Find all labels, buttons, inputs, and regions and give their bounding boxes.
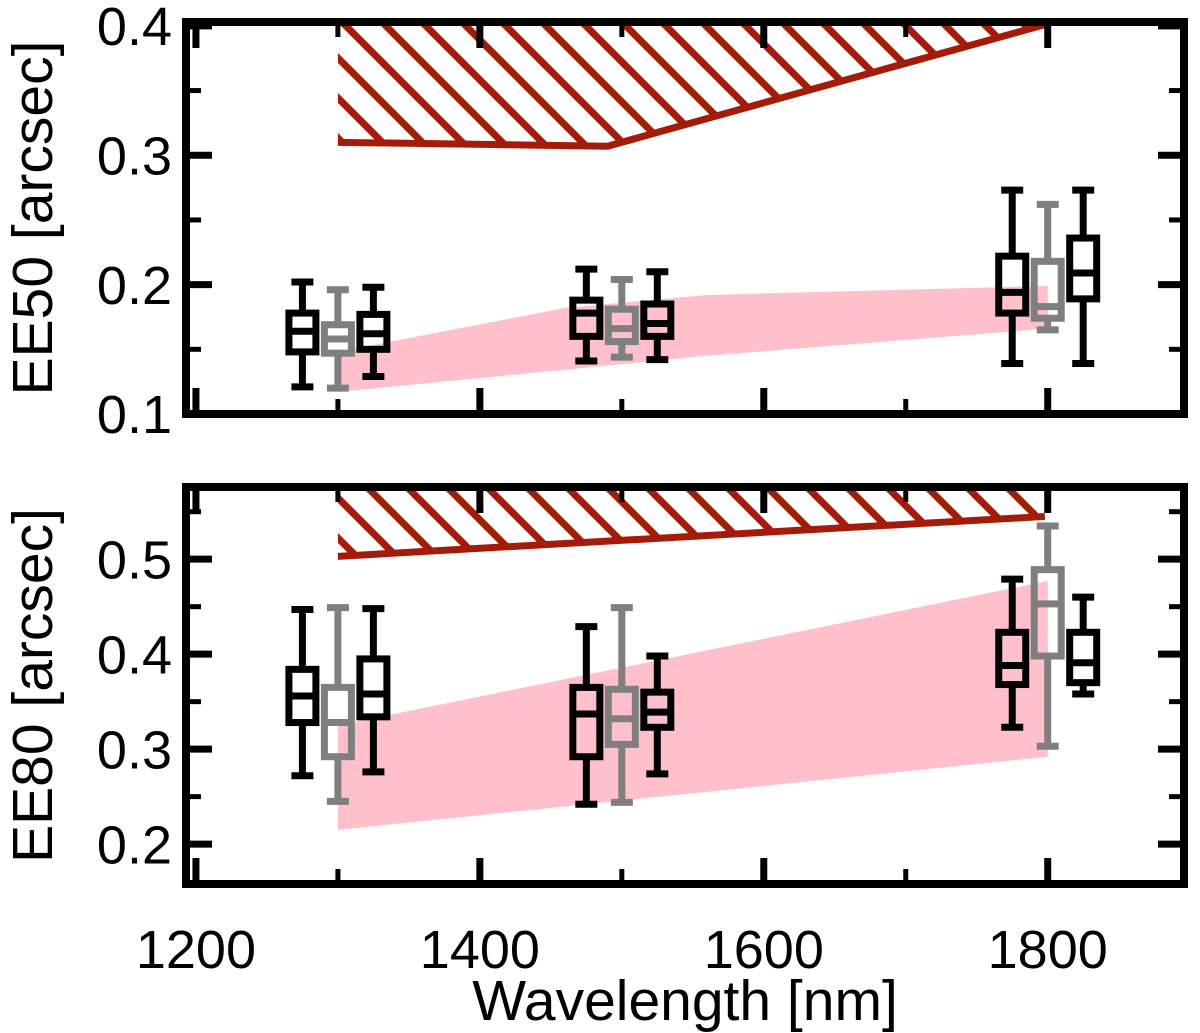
- iqr-box: [995, 252, 1030, 317]
- ee80-panel: 0.2 0.3 0.4 0.5 EE80 [arcsec]: [1, 483, 1188, 888]
- y-tick-label: 0.2: [97, 256, 172, 316]
- boxplot-ee80-1300nm-gray: [320, 604, 355, 805]
- boxplot-ee80-1275nm-black: [285, 606, 320, 780]
- hatched-region-boundary-line: [337, 512, 1046, 560]
- x-tick-label: 1800: [988, 920, 1108, 980]
- hatched-exclusion-region: [337, 487, 1045, 557]
- boxplot-ee50-1300nm-gray: [320, 286, 355, 392]
- boxplot-ee80-1825nm-black: [1066, 593, 1101, 698]
- iqr-box: [1030, 257, 1065, 322]
- boxplot-ee80-1500nm-gray: [604, 604, 639, 806]
- iqr-box: [569, 296, 604, 340]
- pink-envelope-band: [337, 581, 1048, 830]
- boxplot-ee80-1525nm-black: [640, 652, 675, 778]
- x-tick-label: 1200: [136, 920, 256, 980]
- y-tick-label: 0.4: [97, 0, 172, 57]
- iqr-box: [1066, 628, 1101, 687]
- boxplot-ee50-1475nm-black: [569, 265, 604, 365]
- iqr-box: [1030, 566, 1065, 660]
- boxplot-ee50-1325nm-black: [356, 283, 391, 380]
- y-axis-label: EE80 [arcsec]: [1, 508, 65, 863]
- boxplot-ee50-1275nm-black: [285, 278, 320, 391]
- boxplot-ee80-1475nm-black: [569, 623, 604, 808]
- boxplot-ee50-1525nm-black: [640, 268, 675, 364]
- hatched-exclusion-region: [337, 22, 1045, 147]
- y-tick-label: 0.2: [97, 815, 172, 875]
- boxplot-ee50-1775nm-black: [995, 186, 1030, 368]
- y-axis-label: EE50 [arcsec]: [1, 41, 65, 396]
- x-axis-label: Wavelength [nm]: [472, 969, 898, 1033]
- y-tick-label: 0.3: [97, 126, 172, 186]
- iqr-box: [995, 628, 1030, 689]
- iqr-box: [356, 655, 391, 721]
- y-tick-label: 0.3: [97, 720, 172, 780]
- boxplot-ee80-1325nm-black: [356, 605, 391, 776]
- boxplot-ee50-1800nm-gray: [1030, 200, 1065, 334]
- boxplot-ee80-1775nm-black: [995, 575, 1030, 731]
- iqr-box: [1066, 234, 1101, 303]
- axes-frame: [182, 483, 1188, 888]
- x-tick-label: 1600: [704, 920, 824, 980]
- ee50-panel: 0.1 0.2 0.3 0.4 EE50 [arcsec]: [1, 0, 1188, 445]
- iqr-box: [569, 683, 604, 761]
- y-tick-label: 0.4: [97, 625, 172, 685]
- x-tick-label: 1400: [420, 920, 540, 980]
- hatched-region-boundary-line: [337, 21, 1046, 150]
- boxplot-ee50-1500nm-gray: [604, 275, 639, 361]
- y-tick-label: 0.1: [97, 385, 172, 445]
- boxplot-ee50-1825nm-black: [1066, 186, 1101, 368]
- boxplot-ee80-1800nm-gray: [1030, 522, 1065, 750]
- pink-envelope-band: [337, 285, 1048, 393]
- y-tick-label: 0.5: [97, 530, 172, 590]
